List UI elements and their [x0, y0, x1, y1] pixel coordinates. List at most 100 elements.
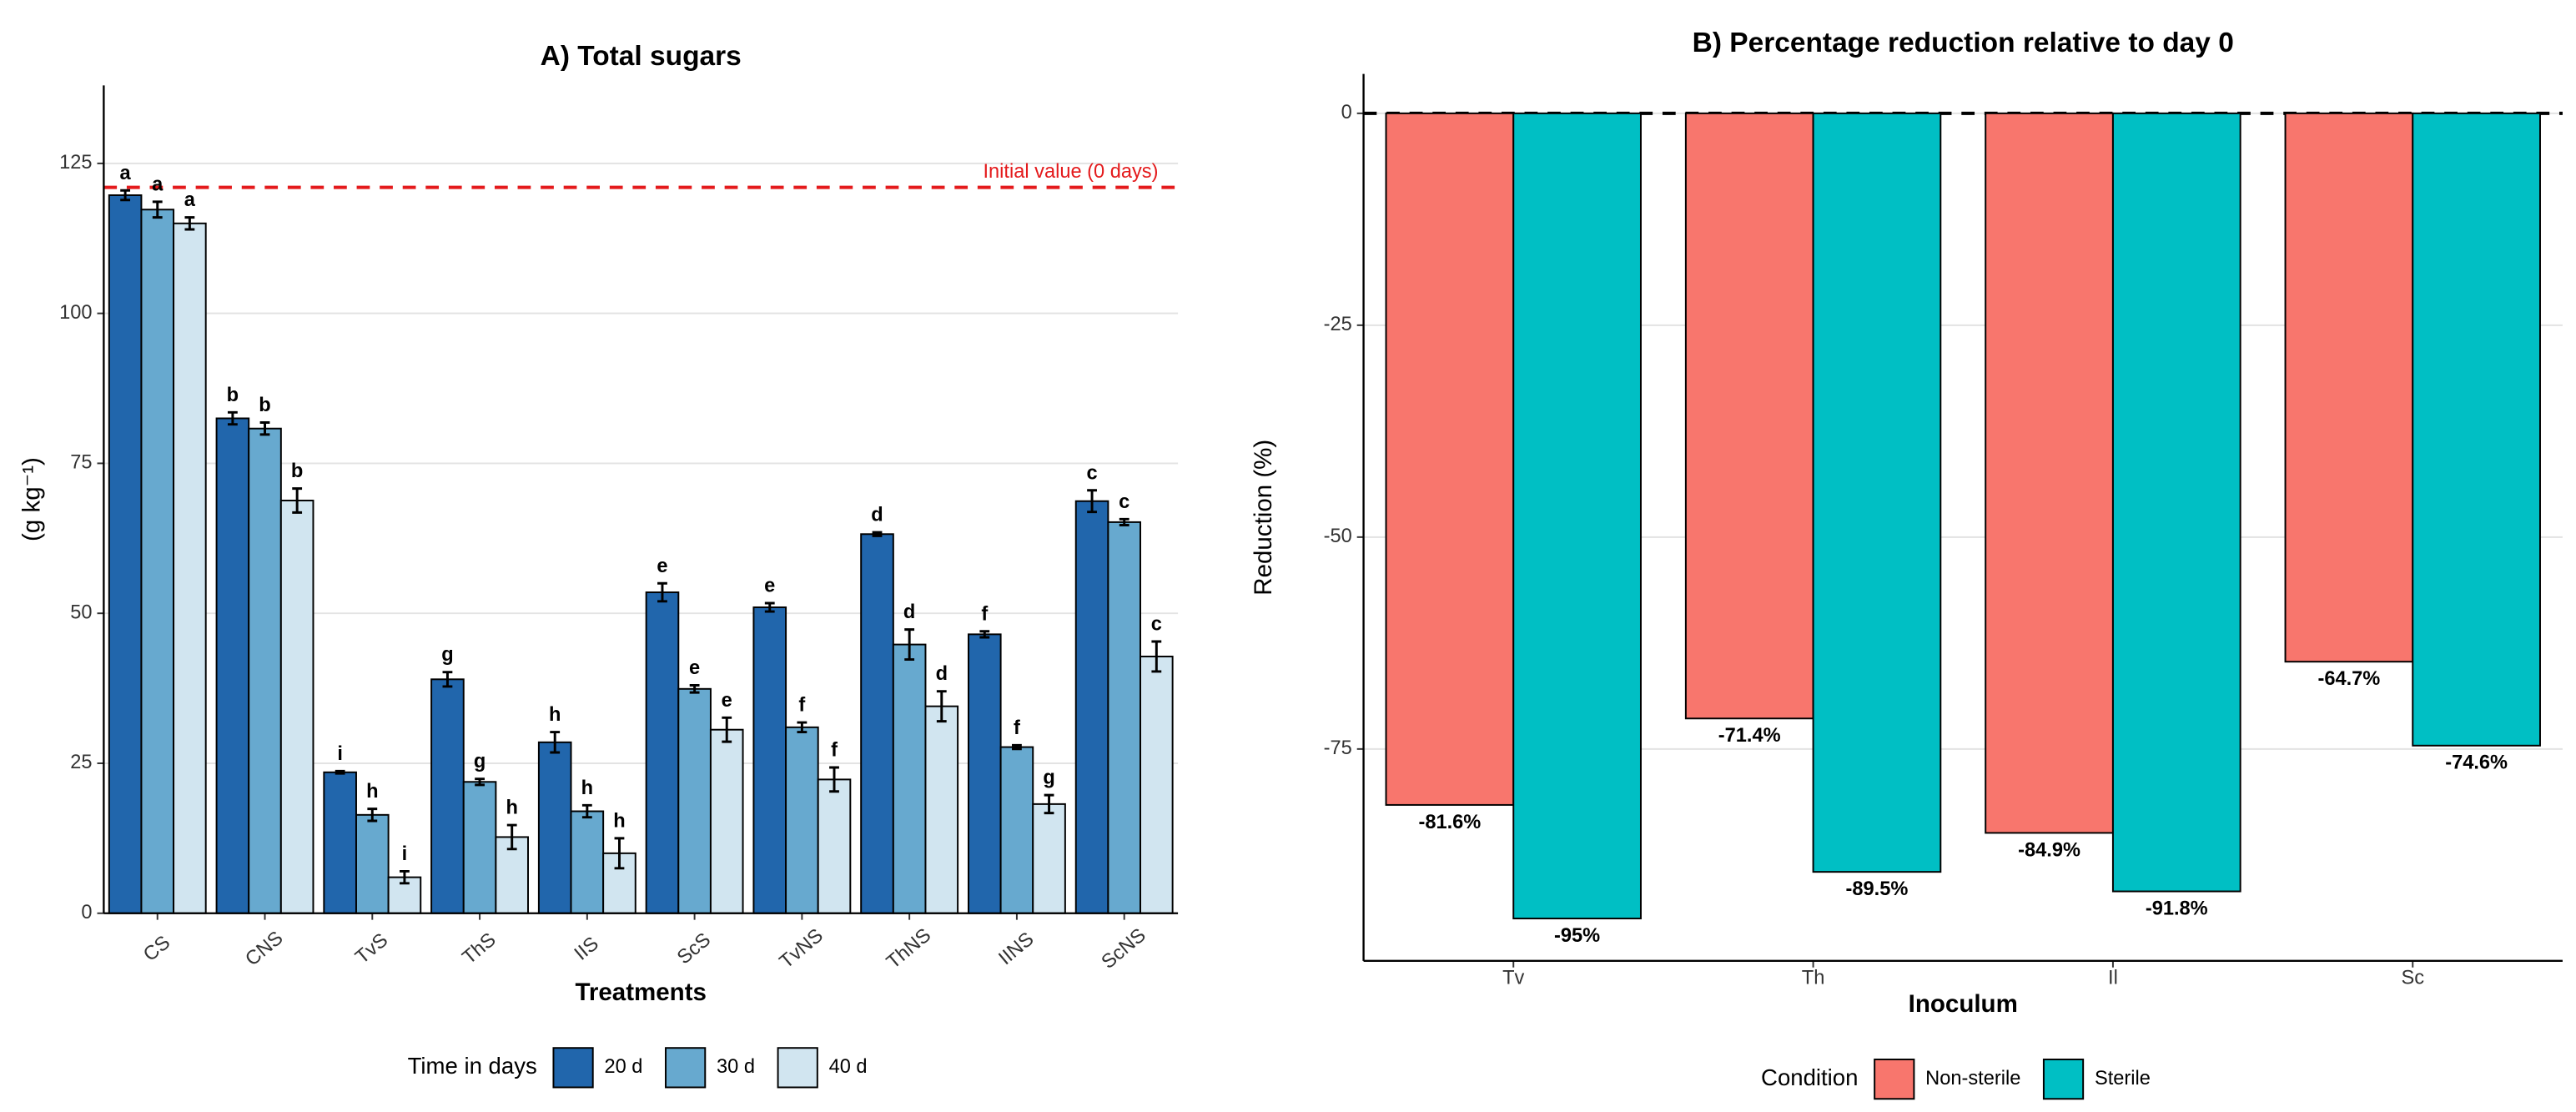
bar	[248, 427, 282, 914]
bar	[785, 726, 819, 914]
significance-letter: a	[184, 189, 196, 211]
error-bar	[400, 869, 410, 885]
bar	[140, 209, 175, 914]
legend-label: Non-sterile	[1925, 1068, 2020, 1089]
significance-letter: i	[402, 843, 408, 865]
error-bar	[550, 731, 561, 754]
significance-letter: e	[689, 657, 700, 679]
significance-letter: g	[474, 751, 486, 772]
value-label: -89.5%	[1846, 878, 1909, 900]
bar	[108, 194, 143, 914]
value-label: -71.4%	[1718, 725, 1781, 747]
significance-letter: b	[259, 395, 270, 416]
x-tick-label: ThNS	[883, 924, 935, 974]
chart-title: B) Percentage reduction relative to day …	[1693, 28, 2234, 58]
error-bar	[936, 690, 947, 723]
significance-letter: d	[871, 505, 883, 526]
significance-letter: i	[337, 743, 343, 765]
significance-letter: e	[764, 576, 775, 597]
error-bar	[829, 766, 839, 793]
bar	[1512, 112, 1642, 920]
error-bar	[581, 803, 592, 819]
bar	[2284, 112, 2414, 663]
legend-title: Time in days	[408, 1053, 537, 1079]
significance-letter: a	[120, 163, 132, 184]
error-bar	[657, 581, 667, 603]
error-bar	[614, 837, 625, 870]
bar	[2412, 112, 2541, 747]
reference-label: Initial value (0 days)	[983, 161, 1158, 183]
error-bar	[1119, 517, 1130, 526]
significance-letter: h	[581, 777, 593, 799]
y-tick-label: 75	[70, 452, 92, 474]
error-bar	[227, 410, 238, 426]
x-tick-label: Tv	[1502, 968, 1524, 989]
bar	[1985, 112, 2114, 834]
error-bar	[506, 823, 517, 851]
bar	[1684, 112, 1814, 720]
bar	[1107, 521, 1141, 914]
error-bar	[1151, 640, 1162, 673]
legend-swatch	[777, 1047, 818, 1089]
bar	[924, 705, 959, 914]
error-bar	[797, 721, 808, 734]
x-tick-label: IIS	[571, 933, 603, 964]
significance-letter: f	[831, 740, 838, 762]
y-tick-label: 100	[59, 302, 92, 324]
bar	[2111, 112, 2241, 893]
bar	[817, 778, 852, 914]
chart-title: A) Total sugars	[541, 41, 742, 72]
y-tick-label: -50	[1324, 526, 1352, 547]
error-bar	[1087, 489, 1097, 514]
legend-label: Sterile	[2095, 1068, 2151, 1089]
x-tick-label: ThS	[459, 929, 501, 969]
bar	[967, 633, 1002, 914]
error-bar	[120, 189, 131, 202]
value-label: -95%	[1554, 925, 1600, 947]
bar	[215, 417, 250, 914]
y-tick-label: 50	[70, 601, 92, 623]
bar	[537, 741, 572, 914]
bar	[1385, 112, 1515, 806]
x-tick-label: IINS	[994, 928, 1038, 969]
error-bar	[722, 716, 732, 743]
significance-letter: e	[722, 690, 732, 712]
significance-letter: d	[936, 663, 948, 685]
significance-letter: f	[981, 603, 988, 625]
bar	[1812, 112, 1942, 873]
significance-letter: h	[549, 704, 561, 726]
x-tick-label: Il	[2108, 968, 2118, 989]
significance-letter: g	[1043, 767, 1054, 789]
error-bar	[475, 777, 485, 787]
bar	[355, 813, 390, 914]
legend-label: 20 d	[604, 1056, 642, 1078]
bar	[645, 591, 680, 914]
value-label: -84.9%	[2018, 839, 2080, 861]
y-axis-title: (g kg⁻¹)	[18, 457, 45, 541]
bar	[892, 643, 927, 914]
x-tick-label: TvS	[351, 929, 392, 969]
y-axis-title: Reduction (%)	[1250, 440, 1277, 596]
x-tick-label: CS	[139, 932, 174, 966]
error-bar	[184, 216, 195, 231]
error-bar	[442, 671, 453, 688]
x-tick-label: Th	[1802, 968, 1825, 989]
legend-title: Condition	[1761, 1064, 1858, 1090]
error-bar	[1012, 743, 1022, 751]
y-tick-label: 25	[70, 752, 92, 773]
error-bar	[872, 531, 883, 537]
bar	[462, 781, 497, 914]
significance-letter: a	[152, 174, 164, 195]
significance-letter: f	[1014, 717, 1020, 739]
error-bar	[152, 200, 163, 219]
legend-swatch	[552, 1047, 594, 1089]
bar	[999, 746, 1034, 914]
significance-letter: h	[506, 798, 517, 819]
x-tick-label: TvNS	[776, 925, 828, 974]
x-axis-title: Inoculum	[1909, 990, 2018, 1018]
bar	[279, 500, 314, 914]
y-tick-label: 0	[81, 902, 92, 923]
legend-label: 40 d	[829, 1056, 868, 1078]
bar	[677, 687, 712, 914]
